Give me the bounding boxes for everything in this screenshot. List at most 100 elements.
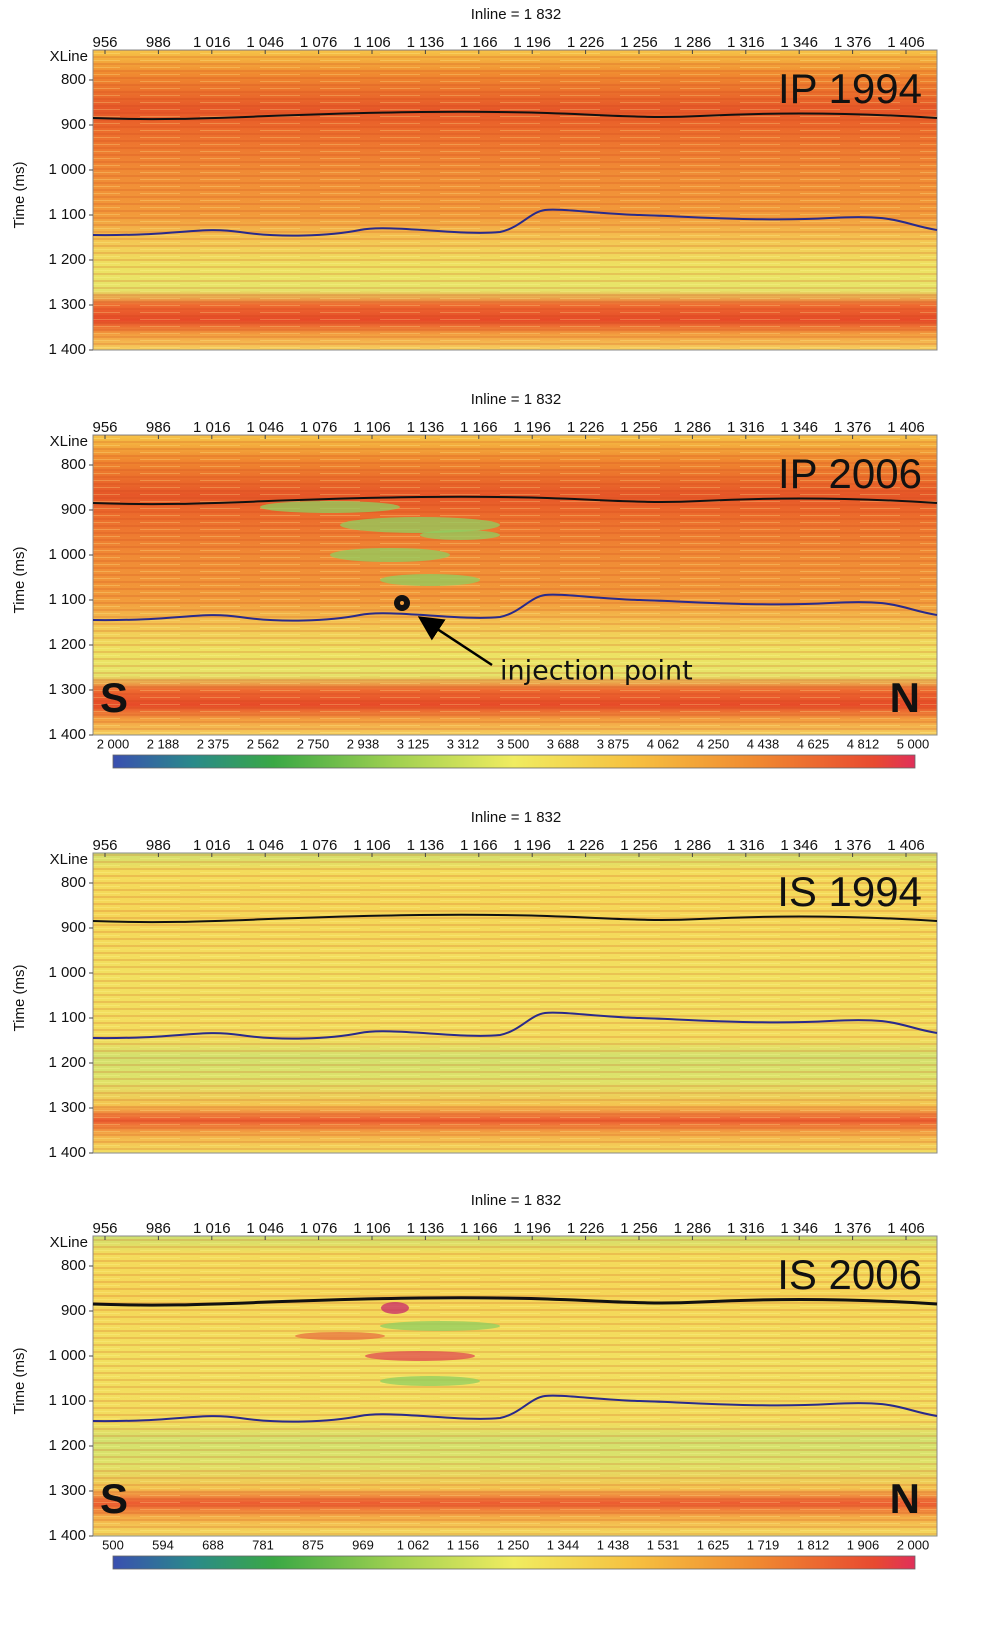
plot-frame <box>92 49 938 351</box>
x-tick-label: 1 106 <box>353 1220 391 1237</box>
anomaly <box>340 517 500 533</box>
anomaly <box>380 574 480 586</box>
y-tick-label: 1 300 <box>48 1099 86 1116</box>
horizon-base <box>92 208 938 237</box>
x-tick-label: 986 <box>146 837 171 854</box>
north-label: N <box>890 674 920 721</box>
x-tick-label: 1 076 <box>300 837 338 854</box>
x-tick-label: 1 136 <box>407 34 445 51</box>
section-texture <box>93 1236 937 1536</box>
panel-title: Inline = 1 832 <box>471 809 562 826</box>
section-texture <box>93 435 937 735</box>
x-tick-label: 1 016 <box>193 34 231 51</box>
x-tick-label: 1 406 <box>887 837 925 854</box>
x-tick-label: 1 226 <box>567 34 605 51</box>
colorbar-tick-label: 5 000 <box>897 736 930 751</box>
colorbar-tick-label: 500 <box>102 1537 124 1552</box>
x-tick-label: 1 286 <box>674 419 712 436</box>
x-tick-label: 1 256 <box>620 419 658 436</box>
colorbar-tick-label: 1 719 <box>747 1537 780 1552</box>
y-tick-label: 1 300 <box>48 1482 86 1499</box>
colorbar-tick-label: 3 312 <box>447 736 480 751</box>
colorbar-tick-label: 2 375 <box>197 736 230 751</box>
injection-point-center <box>400 601 404 605</box>
horizon-top <box>92 1296 938 1307</box>
y-tick-label: 1 000 <box>48 161 86 178</box>
x-tick-label: 1 046 <box>246 419 284 436</box>
colorbar-tick-label: 4 062 <box>647 736 680 751</box>
colorbar-tick-label: 1 344 <box>547 1537 580 1552</box>
y-tick-label: 800 <box>61 71 86 88</box>
section-texture <box>93 853 937 1153</box>
plot-frame <box>92 852 938 1154</box>
x-tick-label: 1 166 <box>460 419 498 436</box>
y-tick-label: 1 000 <box>48 546 86 563</box>
panel-label: IP 1994 <box>778 65 922 112</box>
anomaly <box>365 1351 475 1361</box>
y-tick-label: 1 100 <box>48 591 86 608</box>
y-tick-label: 1 400 <box>48 1144 86 1161</box>
colorbar <box>112 1555 916 1570</box>
x-axis-label: XLine <box>50 1234 88 1251</box>
anomaly <box>295 1332 385 1340</box>
x-tick-label: 1 376 <box>834 34 872 51</box>
x-tick-label: 1 346 <box>780 34 818 51</box>
y-tick-label: 1 400 <box>48 726 86 743</box>
x-tick-label: 1 346 <box>780 837 818 854</box>
x-tick-label: 1 076 <box>300 34 338 51</box>
anomaly <box>380 1376 480 1386</box>
x-axis-label: XLine <box>50 48 88 65</box>
colorbar-tick-label: 2 750 <box>297 736 330 751</box>
x-tick-label: 956 <box>92 837 117 854</box>
panel-title: Inline = 1 832 <box>471 1192 562 1209</box>
y-axis-label: Time (ms) <box>11 547 28 614</box>
y-tick-label: 1 300 <box>48 681 86 698</box>
panel-label: IS 2006 <box>777 1251 922 1298</box>
north-label: N <box>890 1475 920 1522</box>
colorbar-tick-label: 3 688 <box>547 736 580 751</box>
x-tick-label: 956 <box>92 1220 117 1237</box>
colorbar-tick-label: 4 812 <box>847 736 880 751</box>
x-tick-label: 1 076 <box>300 1220 338 1237</box>
colorbar-tick-label: 781 <box>252 1537 274 1552</box>
colorbar-tick-label: 4 438 <box>747 736 780 751</box>
x-tick-label: 1 286 <box>674 34 712 51</box>
x-tick-label: 1 376 <box>834 419 872 436</box>
x-tick-label: 1 316 <box>727 1220 765 1237</box>
x-tick-label: 1 226 <box>567 419 605 436</box>
horizon-base <box>92 1011 938 1040</box>
y-tick-label: 800 <box>61 874 86 891</box>
section-texture <box>93 50 937 350</box>
y-tick-label: 1 300 <box>48 296 86 313</box>
panel-label: IS 1994 <box>777 868 922 915</box>
x-axis-label: XLine <box>50 851 88 868</box>
colorbar-tick-label: 688 <box>202 1537 224 1552</box>
colorbar-tick-label: 594 <box>152 1537 174 1552</box>
x-tick-label: 1 196 <box>513 837 551 854</box>
x-tick-label: 1 226 <box>567 1220 605 1237</box>
x-tick-label: 1 076 <box>300 419 338 436</box>
y-tick-label: 1 100 <box>48 1009 86 1026</box>
south-label: S <box>100 1475 128 1522</box>
x-tick-label: 1 016 <box>193 419 231 436</box>
colorbar <box>112 754 916 769</box>
x-tick-label: 1 196 <box>513 419 551 436</box>
x-tick-label: 1 406 <box>887 34 925 51</box>
y-axis-label: Time (ms) <box>11 965 28 1032</box>
x-tick-label: 1 046 <box>246 1220 284 1237</box>
x-tick-label: 1 256 <box>620 837 658 854</box>
y-tick-label: 800 <box>61 1257 86 1274</box>
x-tick-label: 1 136 <box>407 837 445 854</box>
x-tick-label: 1 166 <box>460 837 498 854</box>
colorbar-tick-label: 2 562 <box>247 736 280 751</box>
x-tick-label: 1 346 <box>780 1220 818 1237</box>
x-tick-label: 1 046 <box>246 837 284 854</box>
horizon-base <box>92 593 938 622</box>
x-tick-label: 1 136 <box>407 419 445 436</box>
colorbar-tick-label: 1 062 <box>397 1537 430 1552</box>
annotation-arrow <box>417 616 493 667</box>
colorbar-tick-label: 1 156 <box>447 1537 480 1552</box>
anomaly <box>260 501 400 513</box>
colorbar-tick-label: 2 188 <box>147 736 180 751</box>
anomaly <box>330 548 450 562</box>
